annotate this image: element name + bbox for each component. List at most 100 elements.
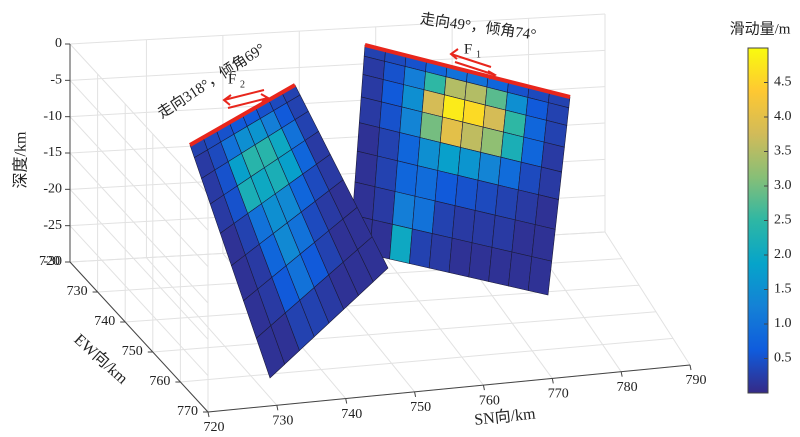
slip-patch [508, 251, 533, 291]
x-tick [207, 411, 210, 418]
slip-patch [389, 223, 413, 264]
faults [189, 43, 571, 379]
x-tick-label: 730 [272, 414, 293, 429]
x-tick [689, 364, 692, 371]
x-tick [482, 385, 485, 391]
colorbar-tick-label: 2.0 [774, 247, 792, 262]
axis-line [69, 261, 209, 413]
slip-patch [541, 141, 565, 173]
slip-patch [409, 228, 433, 269]
z-tick-label: -30 [43, 254, 62, 269]
z-axis-title: 深度/km [12, 131, 30, 188]
slip-patch [374, 155, 398, 192]
x-tick-label: 740 [341, 407, 362, 422]
slip-patch [474, 179, 499, 216]
x-tick [276, 405, 279, 411]
colorbar-tick-label: 1.5 [774, 282, 792, 297]
slip-patch [454, 174, 479, 211]
z-tick-label: -25 [43, 218, 62, 233]
colorbar-tick-label: 1.0 [774, 316, 792, 331]
y-tick-label: 720 [39, 254, 60, 269]
slip-patch [354, 150, 378, 188]
slip-patch [460, 121, 484, 153]
colorbar-title: 滑动量/m [730, 20, 791, 37]
slip-patch [534, 194, 559, 230]
grid-line [180, 337, 674, 383]
slip-patch [377, 127, 401, 162]
fault-annotation: 走向49°，倾角74° [419, 10, 537, 43]
slip-patch [497, 156, 522, 191]
x-tick-label: 770 [548, 387, 569, 402]
slip-patch [392, 191, 416, 230]
fault-name: F [228, 71, 236, 87]
fault-index: 1 [476, 49, 481, 60]
slip-patch [428, 233, 453, 273]
grid-line [69, 79, 209, 231]
axis-line [207, 364, 691, 413]
grid-line [125, 284, 640, 323]
slip-patch [372, 186, 396, 225]
fault-trace [189, 83, 296, 147]
z-tick-label: -20 [43, 182, 62, 197]
x-tick [551, 378, 554, 384]
slip-patch [437, 142, 461, 176]
y-tick-label: 760 [149, 374, 170, 389]
slip-patch [397, 132, 421, 167]
slip-patch [514, 189, 539, 225]
slip-patch [417, 137, 441, 171]
slip-patch [379, 101, 403, 133]
x-tick-label: 790 [686, 373, 707, 388]
slip-patch [531, 224, 556, 262]
y-tick-label: 730 [67, 284, 88, 299]
slip-arrow [222, 89, 265, 106]
slip-patch [491, 214, 516, 253]
x-tick-label: 780 [617, 380, 638, 395]
colorbar-tick-label: 0.5 [774, 351, 792, 366]
slip-patch [488, 247, 513, 287]
slip-patch [451, 205, 476, 244]
fault-index: 2 [240, 79, 245, 90]
colorbar-tick-label: 4.5 [774, 75, 792, 90]
colorbar-tick-label: 4.0 [774, 109, 792, 124]
x-tick-label: 720 [204, 420, 225, 435]
slip-patch [399, 106, 423, 138]
slip-patch [527, 256, 553, 296]
slip-patch [494, 184, 519, 221]
slip-patch [394, 160, 418, 197]
colorbar-tick-label: 2.5 [774, 213, 792, 228]
fault-trace [364, 43, 571, 99]
slip-patch [471, 210, 496, 248]
y-tick-label: 770 [177, 404, 198, 419]
slip-patch [357, 236, 389, 283]
grid-line [69, 225, 209, 377]
slip-arrow [227, 93, 270, 109]
grid-line [146, 257, 278, 406]
slip-patch [358, 96, 382, 128]
grid-line [69, 49, 606, 81]
x-tick [414, 391, 417, 397]
y-tick-label: 740 [94, 314, 115, 329]
colorbar-tick-label: 3.5 [774, 144, 792, 159]
grid-line [604, 231, 691, 366]
grid-line [69, 13, 606, 45]
y-tick-label: 750 [122, 344, 143, 359]
slip-patch [431, 200, 456, 239]
slip-patch [414, 165, 439, 202]
fault-name: F [464, 41, 472, 57]
slip-patch [411, 195, 436, 234]
slip-patch [434, 170, 459, 207]
z-tick-label: -5 [50, 73, 62, 88]
slip-patch [520, 136, 545, 168]
slip-patch [468, 242, 493, 282]
x-tick-label: 760 [479, 393, 500, 408]
colorbar-tick-label: 3.0 [774, 178, 792, 193]
grid-line [69, 152, 209, 304]
x-tick [620, 371, 623, 377]
slip-patch [538, 166, 562, 200]
x-tick [345, 398, 348, 404]
grid-line [69, 188, 209, 340]
slip-patch [500, 131, 525, 163]
slip-patch [448, 237, 473, 278]
slip-patch [511, 219, 536, 257]
grid-line [375, 244, 484, 386]
